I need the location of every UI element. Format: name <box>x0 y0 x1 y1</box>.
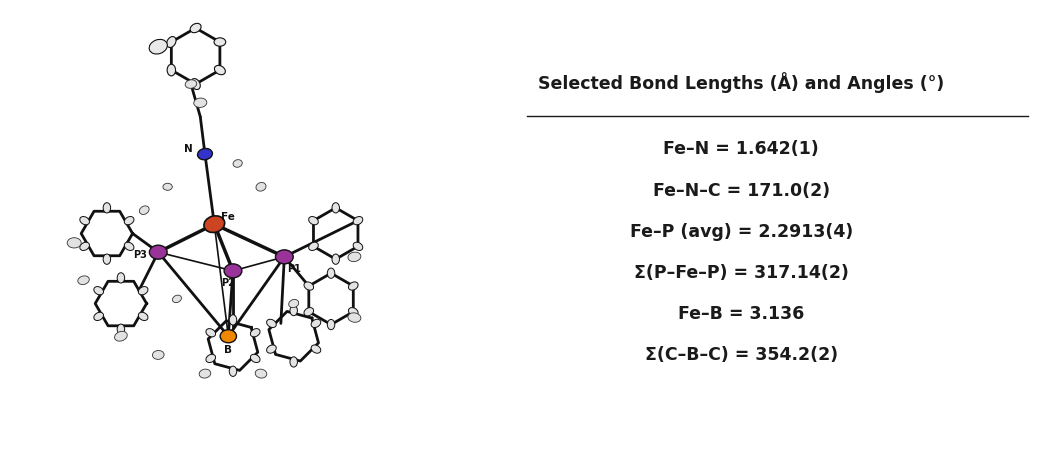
Ellipse shape <box>230 366 237 376</box>
Ellipse shape <box>94 312 103 320</box>
Ellipse shape <box>194 98 207 107</box>
Ellipse shape <box>255 369 267 378</box>
Ellipse shape <box>152 350 164 360</box>
Ellipse shape <box>266 319 277 327</box>
Ellipse shape <box>190 23 201 33</box>
Ellipse shape <box>290 357 298 367</box>
Ellipse shape <box>311 319 321 327</box>
Ellipse shape <box>149 39 167 54</box>
Ellipse shape <box>94 287 103 295</box>
Ellipse shape <box>138 287 148 295</box>
Ellipse shape <box>311 345 321 353</box>
Ellipse shape <box>214 65 226 75</box>
Ellipse shape <box>115 331 127 341</box>
Ellipse shape <box>304 308 313 316</box>
Ellipse shape <box>138 312 148 320</box>
Ellipse shape <box>206 329 215 337</box>
Text: Selected Bond Lengths (Å) and Angles (°): Selected Bond Lengths (Å) and Angles (°) <box>538 72 945 93</box>
Ellipse shape <box>251 329 260 337</box>
Ellipse shape <box>251 354 260 362</box>
Ellipse shape <box>78 276 90 284</box>
Ellipse shape <box>67 238 81 248</box>
Ellipse shape <box>149 245 167 259</box>
Ellipse shape <box>353 217 362 225</box>
Ellipse shape <box>332 203 339 213</box>
Ellipse shape <box>140 206 149 214</box>
Text: Fe–B = 3.136: Fe–B = 3.136 <box>679 305 804 323</box>
Text: Fe–N = 1.642(1): Fe–N = 1.642(1) <box>663 141 820 158</box>
Ellipse shape <box>349 308 358 316</box>
Ellipse shape <box>214 38 226 46</box>
Ellipse shape <box>349 282 358 290</box>
Ellipse shape <box>348 313 361 322</box>
Text: P2: P2 <box>221 277 235 288</box>
Ellipse shape <box>332 254 339 264</box>
Text: Fe–N–C = 171.0(2): Fe–N–C = 171.0(2) <box>652 182 830 199</box>
Ellipse shape <box>206 354 215 362</box>
Ellipse shape <box>230 315 237 325</box>
Text: Fe: Fe <box>221 212 235 222</box>
Ellipse shape <box>172 295 182 303</box>
Ellipse shape <box>353 242 362 250</box>
Ellipse shape <box>328 319 335 330</box>
Ellipse shape <box>289 299 299 308</box>
Ellipse shape <box>348 252 361 262</box>
Ellipse shape <box>256 183 266 191</box>
Ellipse shape <box>197 149 212 160</box>
Ellipse shape <box>309 217 318 225</box>
Ellipse shape <box>191 78 200 90</box>
Ellipse shape <box>328 268 335 278</box>
Ellipse shape <box>204 216 224 233</box>
Ellipse shape <box>167 64 175 76</box>
Ellipse shape <box>163 183 172 191</box>
Text: Σ(C–B–C) = 354.2(2): Σ(C–B–C) = 354.2(2) <box>645 346 837 364</box>
Ellipse shape <box>117 273 124 283</box>
Ellipse shape <box>79 242 90 250</box>
Ellipse shape <box>233 160 242 167</box>
Text: N: N <box>184 144 193 155</box>
Ellipse shape <box>103 203 111 213</box>
Text: B: B <box>224 345 233 355</box>
Ellipse shape <box>124 217 134 225</box>
Ellipse shape <box>167 36 176 48</box>
Ellipse shape <box>79 217 90 225</box>
Ellipse shape <box>266 345 277 353</box>
Ellipse shape <box>290 305 298 316</box>
Ellipse shape <box>224 264 242 278</box>
Ellipse shape <box>276 250 293 264</box>
Ellipse shape <box>304 282 313 290</box>
Ellipse shape <box>103 254 111 264</box>
Ellipse shape <box>309 242 318 250</box>
Text: Fe–P (avg) = 2.2913(4): Fe–P (avg) = 2.2913(4) <box>630 223 853 241</box>
Ellipse shape <box>199 369 211 378</box>
Ellipse shape <box>185 80 196 88</box>
Text: P1: P1 <box>287 263 301 274</box>
Ellipse shape <box>124 242 134 250</box>
Text: P3: P3 <box>133 249 146 260</box>
Text: Σ(P–Fe–P) = 317.14(2): Σ(P–Fe–P) = 317.14(2) <box>634 264 849 282</box>
Ellipse shape <box>117 324 124 334</box>
Ellipse shape <box>220 330 237 343</box>
